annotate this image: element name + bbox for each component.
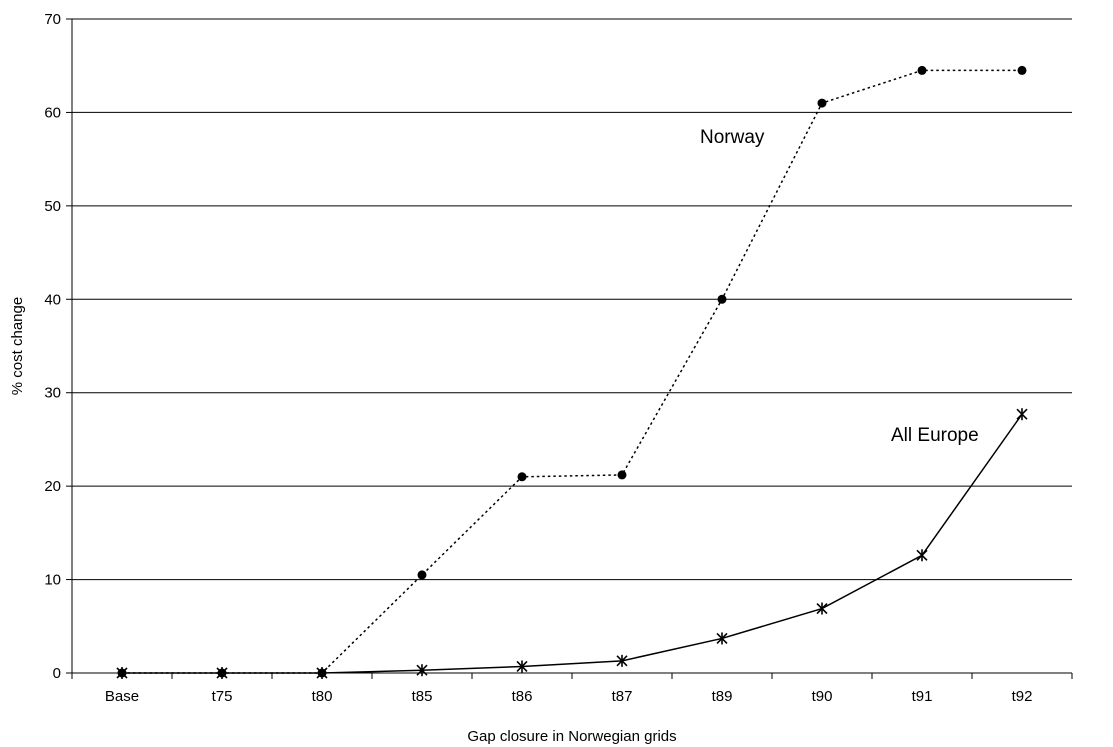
series-label: Norway — [700, 127, 765, 148]
y-tick-label: 0 — [53, 665, 61, 682]
data-point-marker — [716, 632, 728, 645]
data-point-marker — [916, 549, 928, 562]
x-tick-label: t92 — [1012, 688, 1033, 705]
series-label: All Europe — [891, 425, 979, 446]
y-tick-label: 50 — [44, 198, 61, 215]
data-point-marker — [1017, 65, 1027, 75]
data-point-marker — [917, 65, 927, 75]
x-tick-label: t86 — [512, 688, 533, 705]
x-tick-label: t91 — [912, 688, 933, 705]
data-point-marker — [717, 294, 727, 304]
grid-lines — [72, 18, 1072, 581]
y-tick-label: 70 — [44, 11, 61, 28]
x-tick-label: t80 — [312, 688, 333, 705]
series-line-1 — [122, 413, 1023, 674]
y-tick-label: 20 — [44, 478, 61, 495]
y-tick-label: 40 — [44, 291, 61, 308]
y-tick-label: 60 — [44, 104, 61, 121]
data-point-marker — [216, 667, 228, 679]
data-point-marker — [1016, 408, 1028, 421]
labels: Norway All Europe — [700, 127, 979, 446]
data-point-marker — [116, 667, 128, 679]
x-tick-label: t85 — [412, 688, 433, 705]
series-lines — [116, 65, 1028, 679]
y-axis-title: % cost change — [9, 297, 26, 395]
x-tick-label: t89 — [712, 688, 733, 705]
x-axis-title: Gap closure in Norwegian grids — [467, 728, 676, 745]
data-point-marker — [417, 570, 427, 580]
data-point-marker — [617, 470, 627, 480]
data-point-marker — [817, 98, 827, 108]
data-point-marker — [517, 472, 527, 482]
y-tick-label: 30 — [44, 385, 61, 402]
x-tick-label: Base — [105, 688, 139, 705]
x-tick-label: t75 — [212, 688, 233, 705]
x-tick-label: t90 — [812, 688, 833, 705]
data-point-marker — [616, 654, 628, 667]
x-tick-label: t87 — [612, 688, 633, 705]
axes: 0 10 20 30 40 50 60 70 Base t75 t80 t85 t86 t87 t89 t90… — [44, 11, 1073, 705]
series-line-0 — [122, 69, 1022, 674]
data-point-marker — [316, 667, 328, 679]
data-point-marker — [416, 664, 428, 677]
y-tick-label: 10 — [44, 572, 61, 589]
data-point-marker — [816, 602, 828, 615]
data-point-marker — [516, 660, 528, 673]
